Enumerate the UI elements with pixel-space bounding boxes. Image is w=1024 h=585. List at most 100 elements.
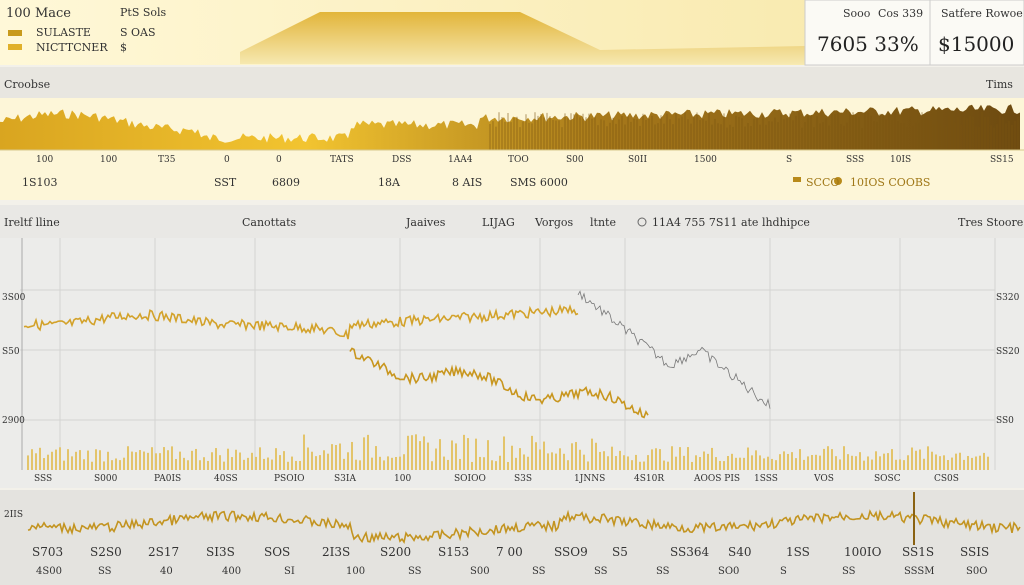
stat-box <box>804 0 931 66</box>
overview-chart <box>0 104 1020 150</box>
tab: Vorgos <box>535 216 574 229</box>
x-tick-label: 10IS <box>890 155 912 165</box>
price-line <box>577 290 771 409</box>
footer-value: 2I3S <box>322 545 351 559</box>
panel-right: Tims <box>986 78 1013 91</box>
legend-label: 10IOS COOBS <box>850 176 931 189</box>
x-tick-label: T35 <box>158 155 176 165</box>
value-label: 1S103 <box>22 176 58 189</box>
footer-value: 4S00 <box>36 566 62 577</box>
x-tick-label: 1SSS <box>754 474 778 484</box>
footer-value: S200 <box>380 545 412 559</box>
value-label: 8 AIS <box>452 176 483 189</box>
footer-chart <box>27 492 1021 545</box>
x-tick-label: S0II <box>628 155 648 165</box>
x-tick-label: S3S <box>514 474 533 484</box>
y-tick-label: S320 <box>996 293 1020 303</box>
x-tick-label: SSS <box>34 474 53 484</box>
value-label: 6809 <box>272 176 300 189</box>
footer-value: 100 <box>346 566 366 577</box>
grid <box>20 238 996 470</box>
footer-label: 2IIS <box>4 510 24 520</box>
footer-value: 100IO <box>844 545 882 559</box>
y-tick-label: 2900 <box>2 416 25 426</box>
stat-value: 7605 33% <box>817 32 919 56</box>
footer-panel <box>0 490 1024 585</box>
x-tick-label: SOIOO <box>454 474 486 484</box>
x-tick-label: S3IA <box>334 474 356 484</box>
footer-value: S40 <box>728 545 752 559</box>
legend-label: NICTTCNER <box>36 41 108 54</box>
main-header <box>0 205 1024 238</box>
x-tick-label: 0 <box>224 155 230 165</box>
panel-right: Tres Stoore <box>958 216 1024 229</box>
side-box <box>929 0 1024 66</box>
x-tick-label: TOO <box>508 155 529 165</box>
main-chart <box>23 290 989 470</box>
x-tick-label: 100 <box>36 155 54 165</box>
panel-title: Ireltf lline <box>4 216 60 229</box>
pair: PtS Sols <box>120 6 167 19</box>
x-tick-label: SSS <box>846 155 865 165</box>
x-tick-label: PSOIO <box>274 474 305 484</box>
footer-value: 2S17 <box>148 545 180 559</box>
footer-value: 1SS <box>786 545 810 559</box>
footer-value: S5 <box>612 545 628 559</box>
footer-value: S00 <box>470 566 490 577</box>
price-line <box>27 509 1021 544</box>
footer-value: S <box>780 566 787 577</box>
y-tick-label: 3S00 <box>2 293 26 303</box>
x-tick-label: 4S10R <box>634 474 665 484</box>
x-tick-label: 0 <box>276 155 282 165</box>
x-tick-label: 100 <box>100 155 118 165</box>
footer-value: SI <box>284 566 295 577</box>
legend-label: SCCO <box>806 176 840 189</box>
stat-label: Sooo <box>843 7 871 20</box>
legend-swatch <box>793 177 801 182</box>
x-tick-label: DSS <box>392 155 412 165</box>
x-tick-label: PA0IS <box>154 474 182 484</box>
y-tick-label: SS20 <box>996 347 1020 357</box>
side-label: Satfere Rowoe <box>941 7 1023 20</box>
footer-value: SSO9 <box>554 545 588 559</box>
x-tick-label: SS15 <box>990 155 1014 165</box>
tab: Canottats <box>242 216 297 229</box>
tab: LIJAG <box>482 216 515 229</box>
tab: ltnte <box>590 216 616 229</box>
value-label: SMS 6000 <box>510 176 568 189</box>
value-label: 18A <box>378 176 400 189</box>
x-tick-label: CS0S <box>934 474 959 484</box>
footer-value: S153 <box>438 545 470 559</box>
stat-label: Cos 339 <box>878 7 924 20</box>
legend-label: SULASTE <box>36 26 91 39</box>
x-tick-label: S <box>786 155 793 165</box>
footer-value: SS <box>408 566 422 577</box>
footer-value: SOS <box>264 545 291 559</box>
footer-value: SS <box>656 566 670 577</box>
footer-value: SSSM <box>904 566 935 577</box>
x-tick-label: 1AA4 <box>448 155 473 165</box>
side-value: $15000 <box>938 32 1015 56</box>
y-tick-label: SS0 <box>996 416 1014 426</box>
price-line <box>349 347 649 419</box>
info-icon <box>637 217 647 227</box>
footer-value: SS364 <box>670 545 710 559</box>
panel-title: Croobse <box>4 78 51 91</box>
footer-value: SS <box>532 566 546 577</box>
x-tick-label: 40SS <box>214 474 238 484</box>
x-tick-label: S00 <box>566 155 584 165</box>
x-tick-label: 100 <box>394 474 412 484</box>
tab: Jaaives <box>406 216 446 229</box>
x-tick-label: AOOS PIS <box>694 474 741 484</box>
footer-value: SS <box>594 566 608 577</box>
footer-value: SI3S <box>206 545 235 559</box>
y-tick-label: S50 <box>2 347 20 357</box>
legend-value: $ <box>120 41 127 54</box>
footer-value: SO0 <box>718 566 740 577</box>
footer-value: SS1S <box>902 545 935 559</box>
footer-value: S0O <box>966 566 988 577</box>
footer-value: 400 <box>222 566 242 577</box>
info-text: 11A4 755 7S11 ate lhdhipce <box>652 216 810 229</box>
x-tick-label: TATS <box>330 155 354 165</box>
